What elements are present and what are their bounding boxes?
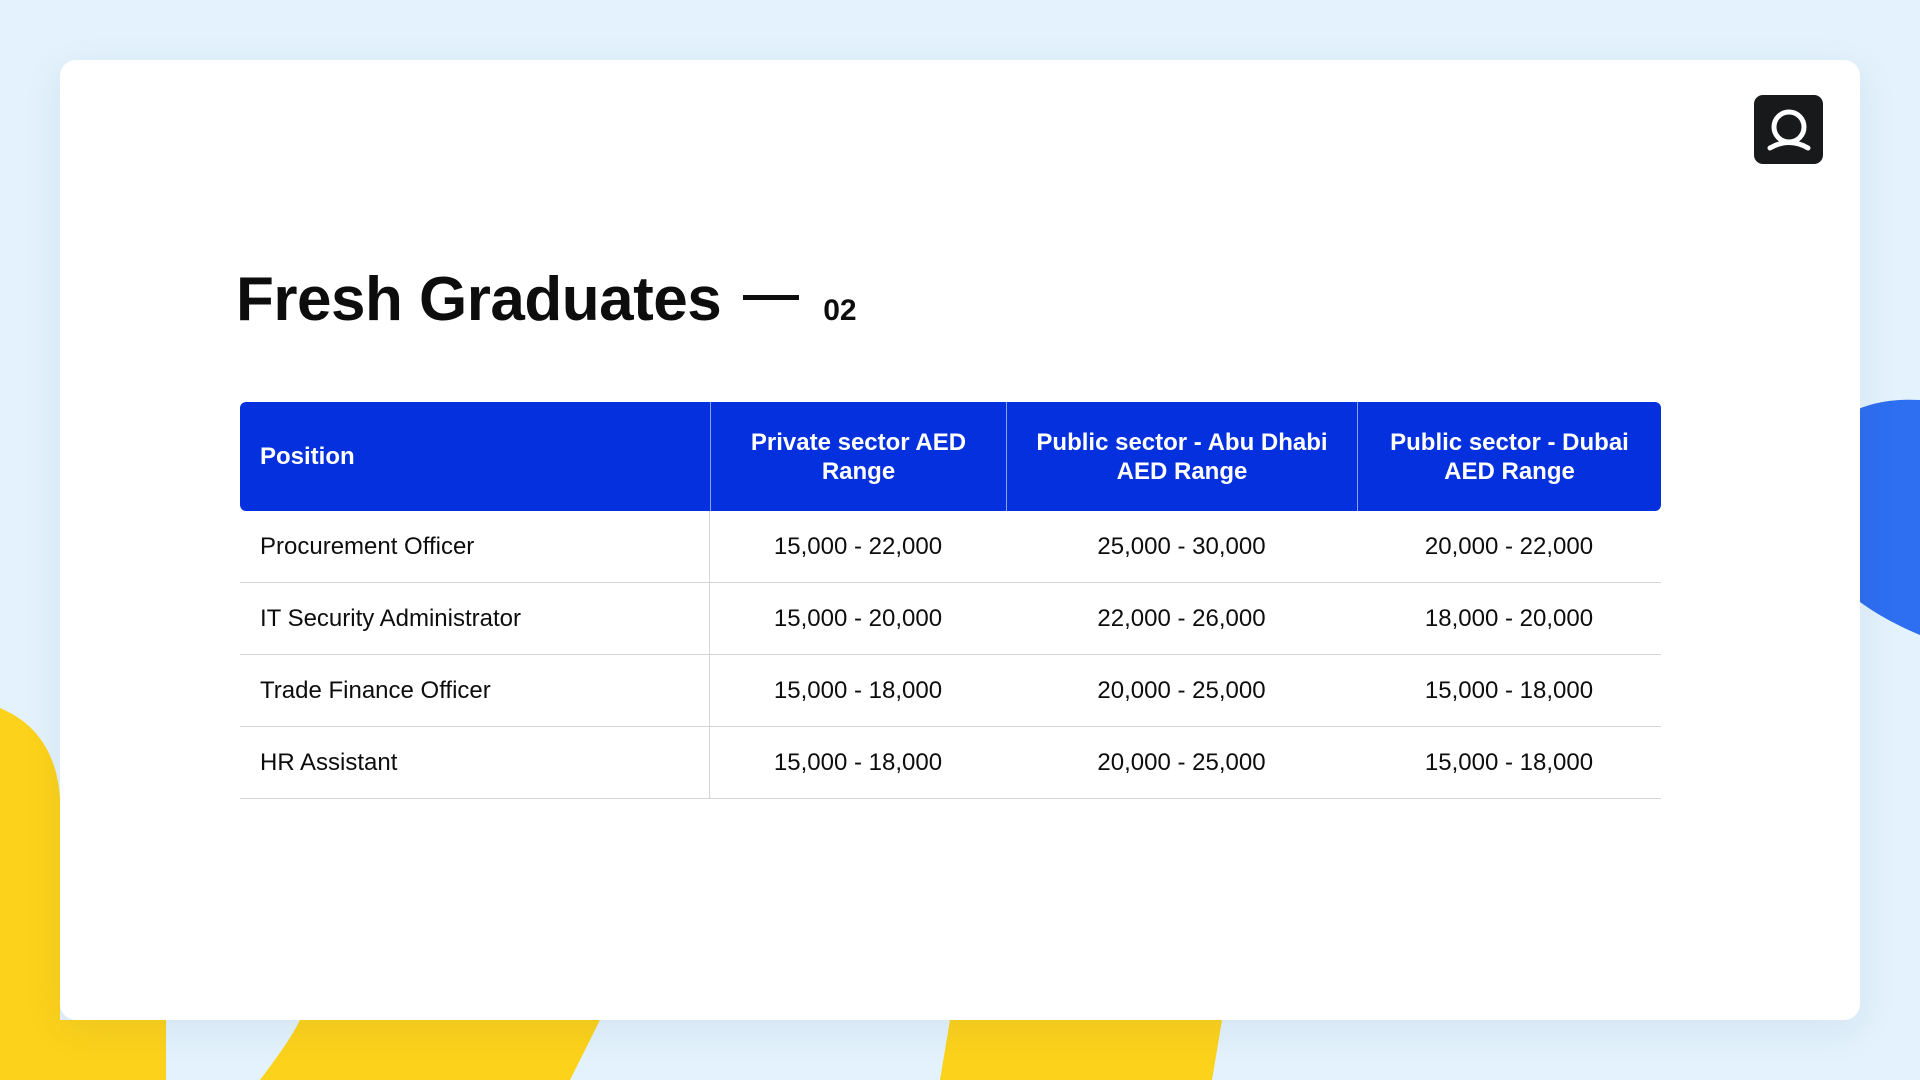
private-range-cell: 15,000 - 18,000 bbox=[710, 727, 1006, 799]
dubai-range-cell: 15,000 - 18,000 bbox=[1357, 727, 1661, 799]
position-cell: Procurement Officer bbox=[240, 511, 710, 583]
position-cell: IT Security Administrator bbox=[240, 583, 710, 655]
salary-table: Position Private sector AED Range Public… bbox=[240, 402, 1661, 799]
private-range-cell: 15,000 - 20,000 bbox=[710, 583, 1006, 655]
header-private-sector: Private sector AED Range bbox=[710, 402, 1006, 511]
abu-dhabi-range-cell: 20,000 - 25,000 bbox=[1006, 727, 1357, 799]
page-title: Fresh Graduates bbox=[236, 265, 722, 334]
position-cell: Trade Finance Officer bbox=[240, 655, 710, 727]
position-cell: HR Assistant bbox=[240, 727, 710, 799]
yellow-stripe-bottom bbox=[940, 1020, 1222, 1080]
dubai-range-cell: 15,000 - 18,000 bbox=[1357, 655, 1661, 727]
dubai-range-cell: 20,000 - 22,000 bbox=[1357, 511, 1661, 583]
table-row: HR Assistant 15,000 - 18,000 20,000 - 25… bbox=[240, 727, 1661, 799]
dubai-range-cell: 18,000 - 20,000 bbox=[1357, 583, 1661, 655]
table-row: Trade Finance Officer 15,000 - 18,000 20… bbox=[240, 655, 1661, 727]
section-number: 02 bbox=[823, 294, 857, 327]
header-public-dubai: Public sector - Dubai AED Range bbox=[1357, 402, 1661, 511]
private-range-cell: 15,000 - 22,000 bbox=[710, 511, 1006, 583]
table-row: IT Security Administrator 15,000 - 20,00… bbox=[240, 583, 1661, 655]
q-logo-icon bbox=[1767, 109, 1810, 150]
header-public-abu-dhabi: Public sector - Abu Dhabi AED Range bbox=[1006, 402, 1357, 511]
table-header-row: Position Private sector AED Range Public… bbox=[240, 402, 1661, 511]
title-dash bbox=[743, 295, 800, 300]
table-row: Procurement Officer 15,000 - 22,000 25,0… bbox=[240, 511, 1661, 583]
page-heading: Fresh Graduates 02 bbox=[236, 264, 857, 335]
content-card: Fresh Graduates 02 Position Private sect… bbox=[60, 60, 1860, 1020]
brand-logo bbox=[1754, 95, 1823, 164]
header-position: Position bbox=[240, 402, 710, 511]
yellow-blob-left bbox=[0, 708, 166, 1080]
abu-dhabi-range-cell: 20,000 - 25,000 bbox=[1006, 655, 1357, 727]
abu-dhabi-range-cell: 25,000 - 30,000 bbox=[1006, 511, 1357, 583]
private-range-cell: 15,000 - 18,000 bbox=[710, 655, 1006, 727]
abu-dhabi-range-cell: 22,000 - 26,000 bbox=[1006, 583, 1357, 655]
yellow-blob-left-lower bbox=[166, 1020, 600, 1080]
